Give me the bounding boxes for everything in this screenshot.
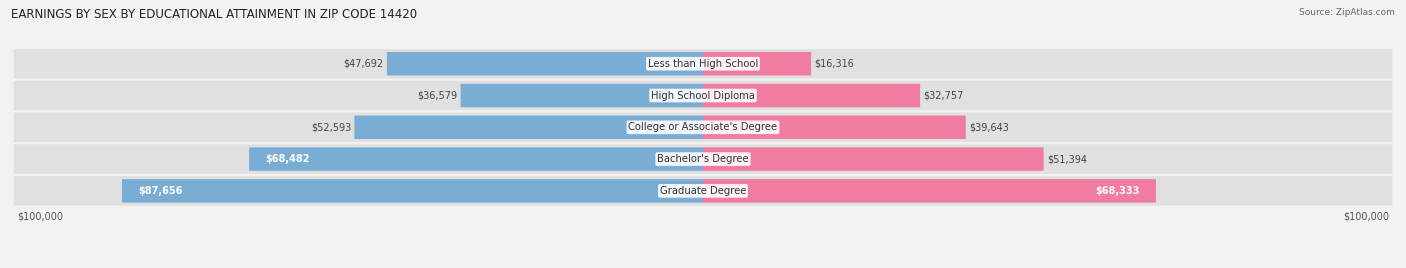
Text: $87,656: $87,656 [139,186,183,196]
Text: $68,482: $68,482 [266,154,311,164]
FancyBboxPatch shape [387,52,703,76]
Text: College or Associate's Degree: College or Associate's Degree [628,122,778,132]
FancyBboxPatch shape [14,144,1392,174]
Text: $47,692: $47,692 [343,59,384,69]
Text: $52,593: $52,593 [311,122,352,132]
Text: Less than High School: Less than High School [648,59,758,69]
FancyBboxPatch shape [14,49,1392,79]
FancyBboxPatch shape [703,179,1156,203]
Text: $68,333: $68,333 [1095,186,1139,196]
FancyBboxPatch shape [461,84,703,107]
Text: $51,394: $51,394 [1047,154,1087,164]
FancyBboxPatch shape [122,179,703,203]
Text: $39,643: $39,643 [969,122,1010,132]
FancyBboxPatch shape [703,147,1043,171]
Text: EARNINGS BY SEX BY EDUCATIONAL ATTAINMENT IN ZIP CODE 14420: EARNINGS BY SEX BY EDUCATIONAL ATTAINMEN… [11,8,418,21]
FancyBboxPatch shape [703,52,811,76]
FancyBboxPatch shape [249,147,703,171]
FancyBboxPatch shape [703,116,966,139]
Text: Bachelor's Degree: Bachelor's Degree [657,154,749,164]
FancyBboxPatch shape [14,81,1392,110]
FancyBboxPatch shape [703,84,920,107]
FancyBboxPatch shape [354,116,703,139]
FancyBboxPatch shape [14,176,1392,206]
Text: Source: ZipAtlas.com: Source: ZipAtlas.com [1299,8,1395,17]
Text: Graduate Degree: Graduate Degree [659,186,747,196]
Text: $16,316: $16,316 [814,59,855,69]
Text: High School Diploma: High School Diploma [651,91,755,100]
Text: $36,579: $36,579 [418,91,457,100]
FancyBboxPatch shape [14,113,1392,142]
Text: $32,757: $32,757 [924,91,963,100]
